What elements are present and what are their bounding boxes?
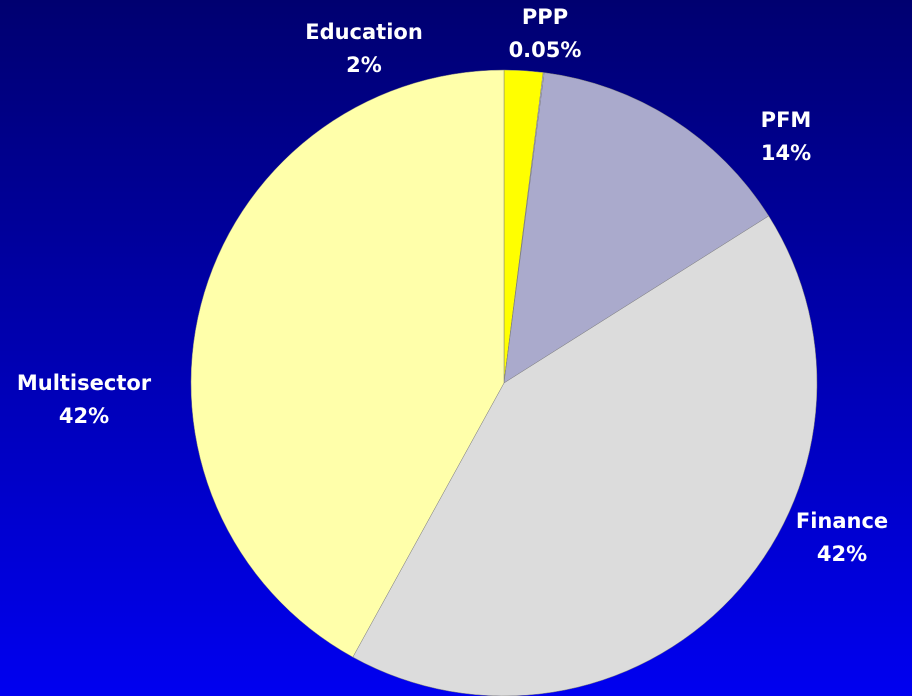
pie-slice: [503, 72, 770, 384]
slice-label-value: 42%: [817, 542, 867, 566]
slice-label-value: 2%: [346, 53, 382, 77]
slice-label-name: PFM: [761, 108, 812, 132]
slice-label-name: Multisector: [17, 371, 152, 395]
slice-label-value: 42%: [59, 404, 109, 428]
slice-label-value: 14%: [761, 141, 811, 165]
slice-label-value: 0.05%: [509, 38, 582, 62]
slice-label-name: PPP: [522, 5, 568, 29]
slice-label-name: Education: [305, 20, 423, 44]
pie-slice: [352, 215, 818, 696]
slice-label-name: Finance: [796, 509, 888, 533]
pie-slice: [190, 69, 505, 658]
